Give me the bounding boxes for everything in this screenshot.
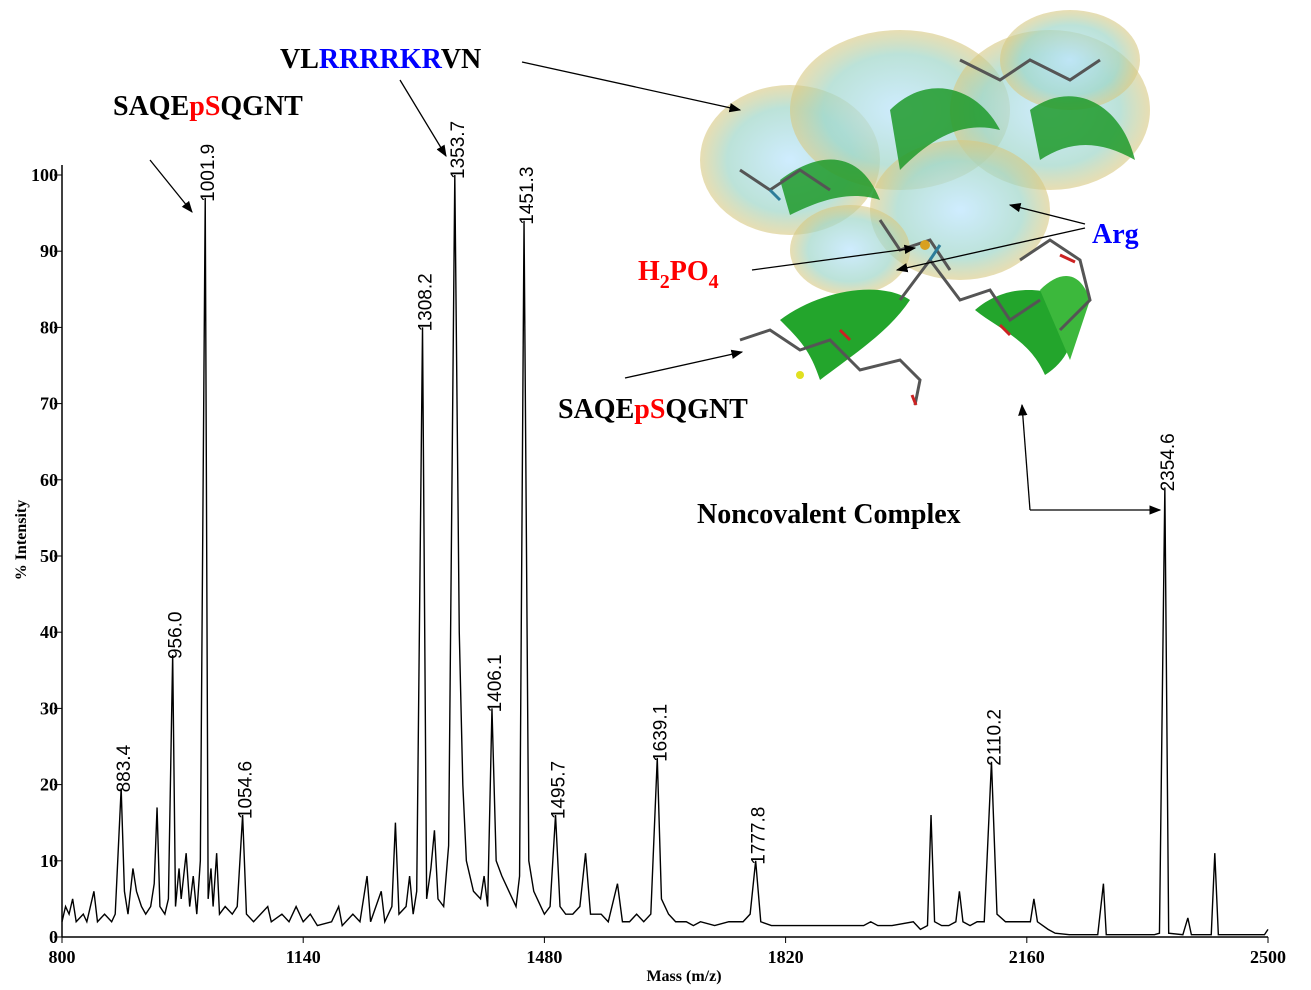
annotation-part: 4 (709, 271, 719, 293)
annotation-part: PO (670, 256, 709, 287)
annotation-part: 2 (660, 271, 670, 293)
y-tick-label: 20 (40, 775, 58, 795)
x-tick-label: 2500 (1250, 947, 1286, 967)
x-tick-label: 1480 (526, 947, 562, 967)
annotation-part: Noncovalent Complex (697, 499, 961, 530)
annotation-part: QGNT (665, 394, 748, 425)
peak-label: 1054.6 (236, 761, 257, 819)
peak-label: 1495.7 (549, 761, 570, 819)
annotation: Arg (1092, 219, 1139, 250)
molecule-illustration (700, 10, 1150, 405)
x-tick-label: 1820 (768, 947, 804, 967)
annotation-part: VL (280, 44, 319, 75)
annotation-part: VN (441, 44, 481, 75)
annotation-part: SAQE (558, 394, 634, 425)
annotation-part: SAQE (113, 91, 189, 122)
y-tick-label: 90 (40, 241, 58, 261)
chart: SAQEpSQGNT VLRRRRKRVN H2PO4 Arg SAQEpSQG… (0, 0, 1311, 990)
x-tick-label: 800 (49, 947, 76, 967)
annotation: SAQEpSQGNT (113, 91, 303, 122)
peak-label: 883.4 (114, 744, 135, 792)
y-tick-label: 70 (40, 394, 58, 414)
x-tick-label: 1140 (286, 947, 321, 967)
y-tick-label: 60 (40, 470, 58, 490)
annotation: H2PO4 (638, 256, 719, 293)
y-tick-label: 0 (49, 927, 58, 947)
y-tick-label: 10 (40, 851, 58, 871)
peak-label: 2354.6 (1158, 433, 1179, 491)
annotation-part: RRRRKR (319, 44, 443, 75)
annotation-part: pS (189, 91, 220, 122)
annotation-part: pS (634, 394, 665, 425)
peak-label: 1451.3 (517, 167, 538, 225)
peak-label: 1639.1 (650, 704, 671, 762)
peak-label: 1777.8 (749, 807, 770, 865)
peak-label: 1308.2 (416, 273, 437, 331)
y-axis-label: % Intensity (13, 500, 30, 580)
annotation-part: H (638, 256, 660, 287)
annotation-part: Arg (1092, 219, 1139, 250)
peak-label: 1001.9 (198, 144, 219, 202)
annotation: VLRRRRKRVN (280, 44, 481, 75)
annotation: Noncovalent Complex (697, 499, 961, 530)
peak-label: 956.0 (166, 612, 187, 660)
peak-label: 1406.1 (485, 654, 506, 712)
annotation: SAQEpSQGNT (558, 394, 748, 425)
x-axis-label: Mass (m/z) (646, 968, 721, 985)
peak-label: 2110.2 (984, 709, 1005, 766)
y-tick-label: 40 (40, 622, 58, 642)
y-tick-label: 50 (40, 546, 58, 566)
y-tick-label: 30 (40, 698, 58, 718)
x-tick-label: 2160 (1009, 947, 1045, 967)
annotation-part: QGNT (220, 91, 303, 122)
y-tick-label: 80 (40, 317, 58, 337)
page: {"chart_data": {"type": "line", "x_label… (0, 0, 1311, 990)
peak-label: 1353.7 (448, 121, 469, 179)
y-tick-label: 100 (31, 165, 58, 185)
